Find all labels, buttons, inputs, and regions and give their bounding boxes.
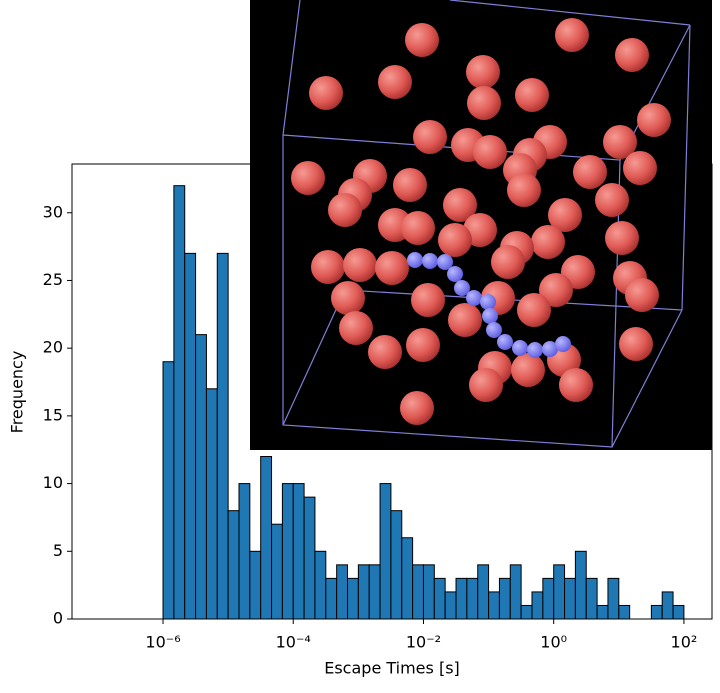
- x-tick-label: 10⁻⁶: [145, 633, 180, 652]
- histogram-bar: [260, 456, 273, 620]
- histogram-bar: [488, 591, 500, 620]
- histogram-bar: [390, 510, 403, 620]
- histogram-bar: [455, 577, 468, 620]
- y-tick-label: 10: [43, 473, 63, 492]
- histogram-bar: [184, 252, 197, 620]
- y-tick-label: 30: [43, 202, 63, 221]
- x-tick-label: 10⁰: [540, 633, 567, 652]
- histogram-bar: [347, 577, 359, 620]
- histogram-bar: [205, 388, 218, 620]
- histogram-bar: [564, 577, 576, 620]
- histogram-bar: [379, 483, 392, 620]
- histogram-bar: [531, 591, 544, 620]
- histogram-bar: [216, 252, 229, 620]
- histogram-bar: [292, 483, 305, 620]
- y-axis-label: Frequency: [8, 351, 27, 434]
- x-axis-label: Escape Times [s]: [324, 659, 460, 678]
- plot-area: 0 5 10 15 20 25 30 10⁻⁶ 10⁻⁴ 10⁻² 10⁰ 10²: [43, 163, 713, 652]
- histogram-bar: [195, 334, 207, 620]
- x-tick-label: 10⁻²: [406, 633, 441, 652]
- histogram-bar: [238, 483, 251, 620]
- histogram-bar: [271, 523, 283, 620]
- histogram-bar: [466, 577, 479, 620]
- x-tick-label: 10⁻⁴: [276, 633, 311, 652]
- histogram-bar: [368, 564, 381, 620]
- histogram-bar: [325, 577, 338, 620]
- histogram-bar: [498, 577, 511, 620]
- histogram-bar: [422, 564, 435, 620]
- histogram-bar: [542, 577, 555, 620]
- histogram-bar: [509, 564, 522, 620]
- histogram-bar: [574, 550, 587, 620]
- histogram-bar: [585, 577, 598, 620]
- histogram-bar: [607, 577, 620, 620]
- histogram-bar: [618, 604, 631, 620]
- histogram-bar: [444, 591, 457, 620]
- histogram-bar: [336, 564, 349, 620]
- histogram-bar: [477, 564, 490, 620]
- histogram-bar: [162, 361, 175, 620]
- y-tick-label: 5: [53, 541, 63, 560]
- histogram-bar: [303, 496, 316, 620]
- histogram-bar: [672, 604, 685, 620]
- histogram-bar: [314, 550, 327, 620]
- y-tick-label: 15: [43, 405, 63, 424]
- inset-rendering: [250, 0, 712, 450]
- histogram-bar: [412, 564, 424, 620]
- histogram-bar: [357, 564, 370, 620]
- histogram-bar: [596, 604, 609, 620]
- histogram-bar: [173, 185, 186, 620]
- histogram-bar: [520, 604, 533, 620]
- histogram-bar: [281, 483, 294, 620]
- histogram-bar: [661, 591, 674, 620]
- histogram-bar: [401, 537, 414, 620]
- y-tick-label: 25: [43, 270, 63, 289]
- y-tick-label: 20: [43, 338, 63, 357]
- histogram-bar: [249, 550, 262, 620]
- histogram-bar: [650, 604, 663, 620]
- y-tick-label: 0: [53, 609, 63, 628]
- x-tick-label: 10²: [671, 633, 698, 652]
- histogram-bar: [433, 577, 446, 620]
- histogram-bar: [227, 510, 240, 620]
- histogram-bar: [553, 564, 566, 620]
